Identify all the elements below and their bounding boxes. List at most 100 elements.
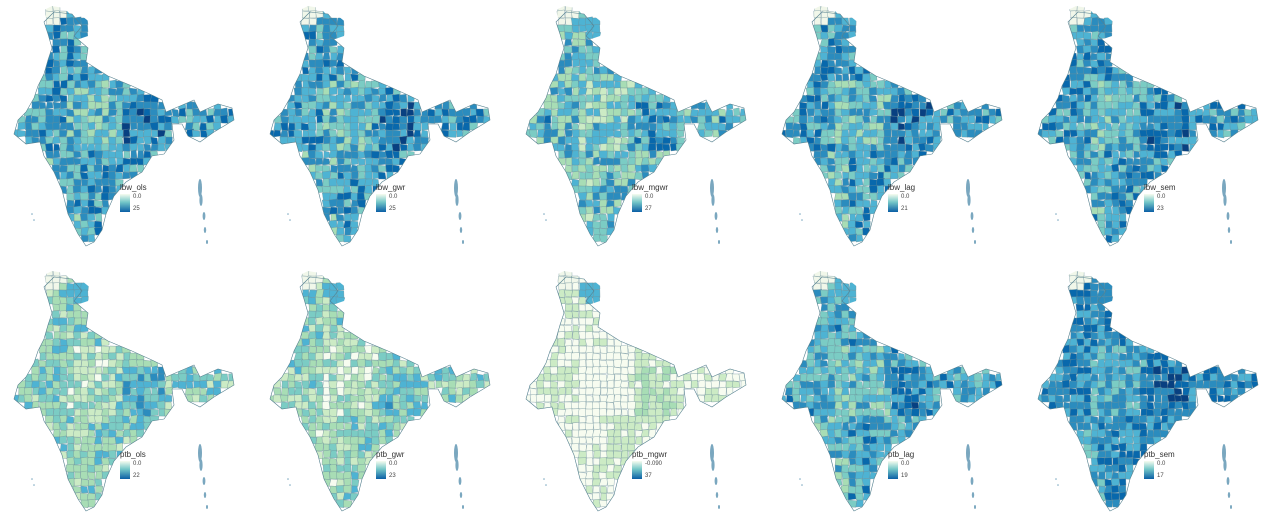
district [1076, 94, 1085, 103]
district [854, 178, 864, 187]
legend-min-label: 0.0 [389, 461, 398, 467]
district [364, 164, 373, 173]
district [72, 429, 82, 438]
district [1159, 429, 1169, 438]
district [377, 157, 387, 166]
district [903, 136, 913, 145]
district [598, 122, 608, 131]
district [350, 150, 359, 159]
district [157, 135, 166, 145]
district [585, 324, 594, 333]
district [640, 358, 650, 368]
island [974, 505, 976, 509]
district [1132, 380, 1141, 389]
district [1125, 380, 1135, 389]
district [37, 87, 47, 96]
district [301, 10, 310, 19]
island [1227, 227, 1231, 233]
district [1230, 394, 1239, 403]
district [281, 387, 289, 396]
district [427, 108, 436, 117]
district [434, 366, 443, 375]
district [856, 380, 864, 389]
district [228, 373, 234, 382]
district [115, 163, 124, 173]
district [336, 394, 345, 403]
district [1089, 464, 1099, 473]
district [59, 338, 68, 347]
district [577, 191, 588, 201]
district [1104, 17, 1113, 26]
island [970, 477, 974, 485]
district [164, 394, 173, 403]
district [564, 393, 573, 403]
district [185, 380, 194, 389]
legend-title: ptb_mgwr [632, 450, 668, 459]
district [294, 108, 303, 117]
district [1082, 59, 1092, 68]
district [820, 282, 829, 291]
district [968, 114, 976, 124]
district [696, 108, 706, 117]
district [564, 331, 573, 340]
district [372, 366, 380, 375]
district [212, 380, 222, 389]
district [59, 17, 68, 26]
district [329, 338, 338, 347]
district [912, 156, 920, 166]
district [72, 101, 82, 110]
district [107, 380, 117, 389]
district [364, 408, 373, 417]
district [1111, 352, 1120, 361]
district [1132, 129, 1141, 138]
district [349, 107, 360, 117]
district [841, 310, 850, 319]
district [178, 107, 187, 117]
district [100, 401, 110, 410]
island [710, 444, 714, 462]
district [483, 372, 490, 382]
island [1222, 444, 1226, 462]
district [128, 93, 138, 103]
district [107, 443, 117, 453]
district [58, 352, 68, 361]
district [1069, 6, 1078, 12]
district [199, 380, 209, 389]
district [904, 380, 913, 389]
district [847, 351, 857, 361]
district [308, 373, 317, 382]
district [820, 59, 830, 68]
district [848, 150, 857, 159]
district [45, 422, 54, 431]
district [842, 477, 850, 487]
district [1174, 401, 1183, 410]
india-map-lbw_ols [13, 6, 235, 247]
district [668, 108, 678, 117]
district [848, 87, 857, 96]
district [733, 107, 741, 117]
island [543, 213, 545, 215]
district [328, 157, 338, 166]
district [206, 387, 215, 397]
district [550, 128, 559, 138]
district [475, 108, 485, 118]
map-legend: ptb_mgwr -0.090 37 [632, 451, 667, 479]
district [551, 394, 559, 403]
district [1090, 66, 1099, 75]
district [606, 457, 615, 466]
district [1104, 87, 1113, 96]
district [378, 401, 387, 410]
district [849, 330, 857, 340]
district [316, 345, 324, 354]
district [884, 366, 892, 376]
district [620, 87, 629, 96]
district [273, 122, 282, 131]
district [827, 436, 836, 445]
district [945, 101, 955, 110]
district [613, 94, 622, 103]
district [392, 93, 401, 103]
district [129, 435, 138, 445]
district [854, 359, 864, 369]
district [1118, 373, 1127, 382]
district [827, 296, 836, 305]
